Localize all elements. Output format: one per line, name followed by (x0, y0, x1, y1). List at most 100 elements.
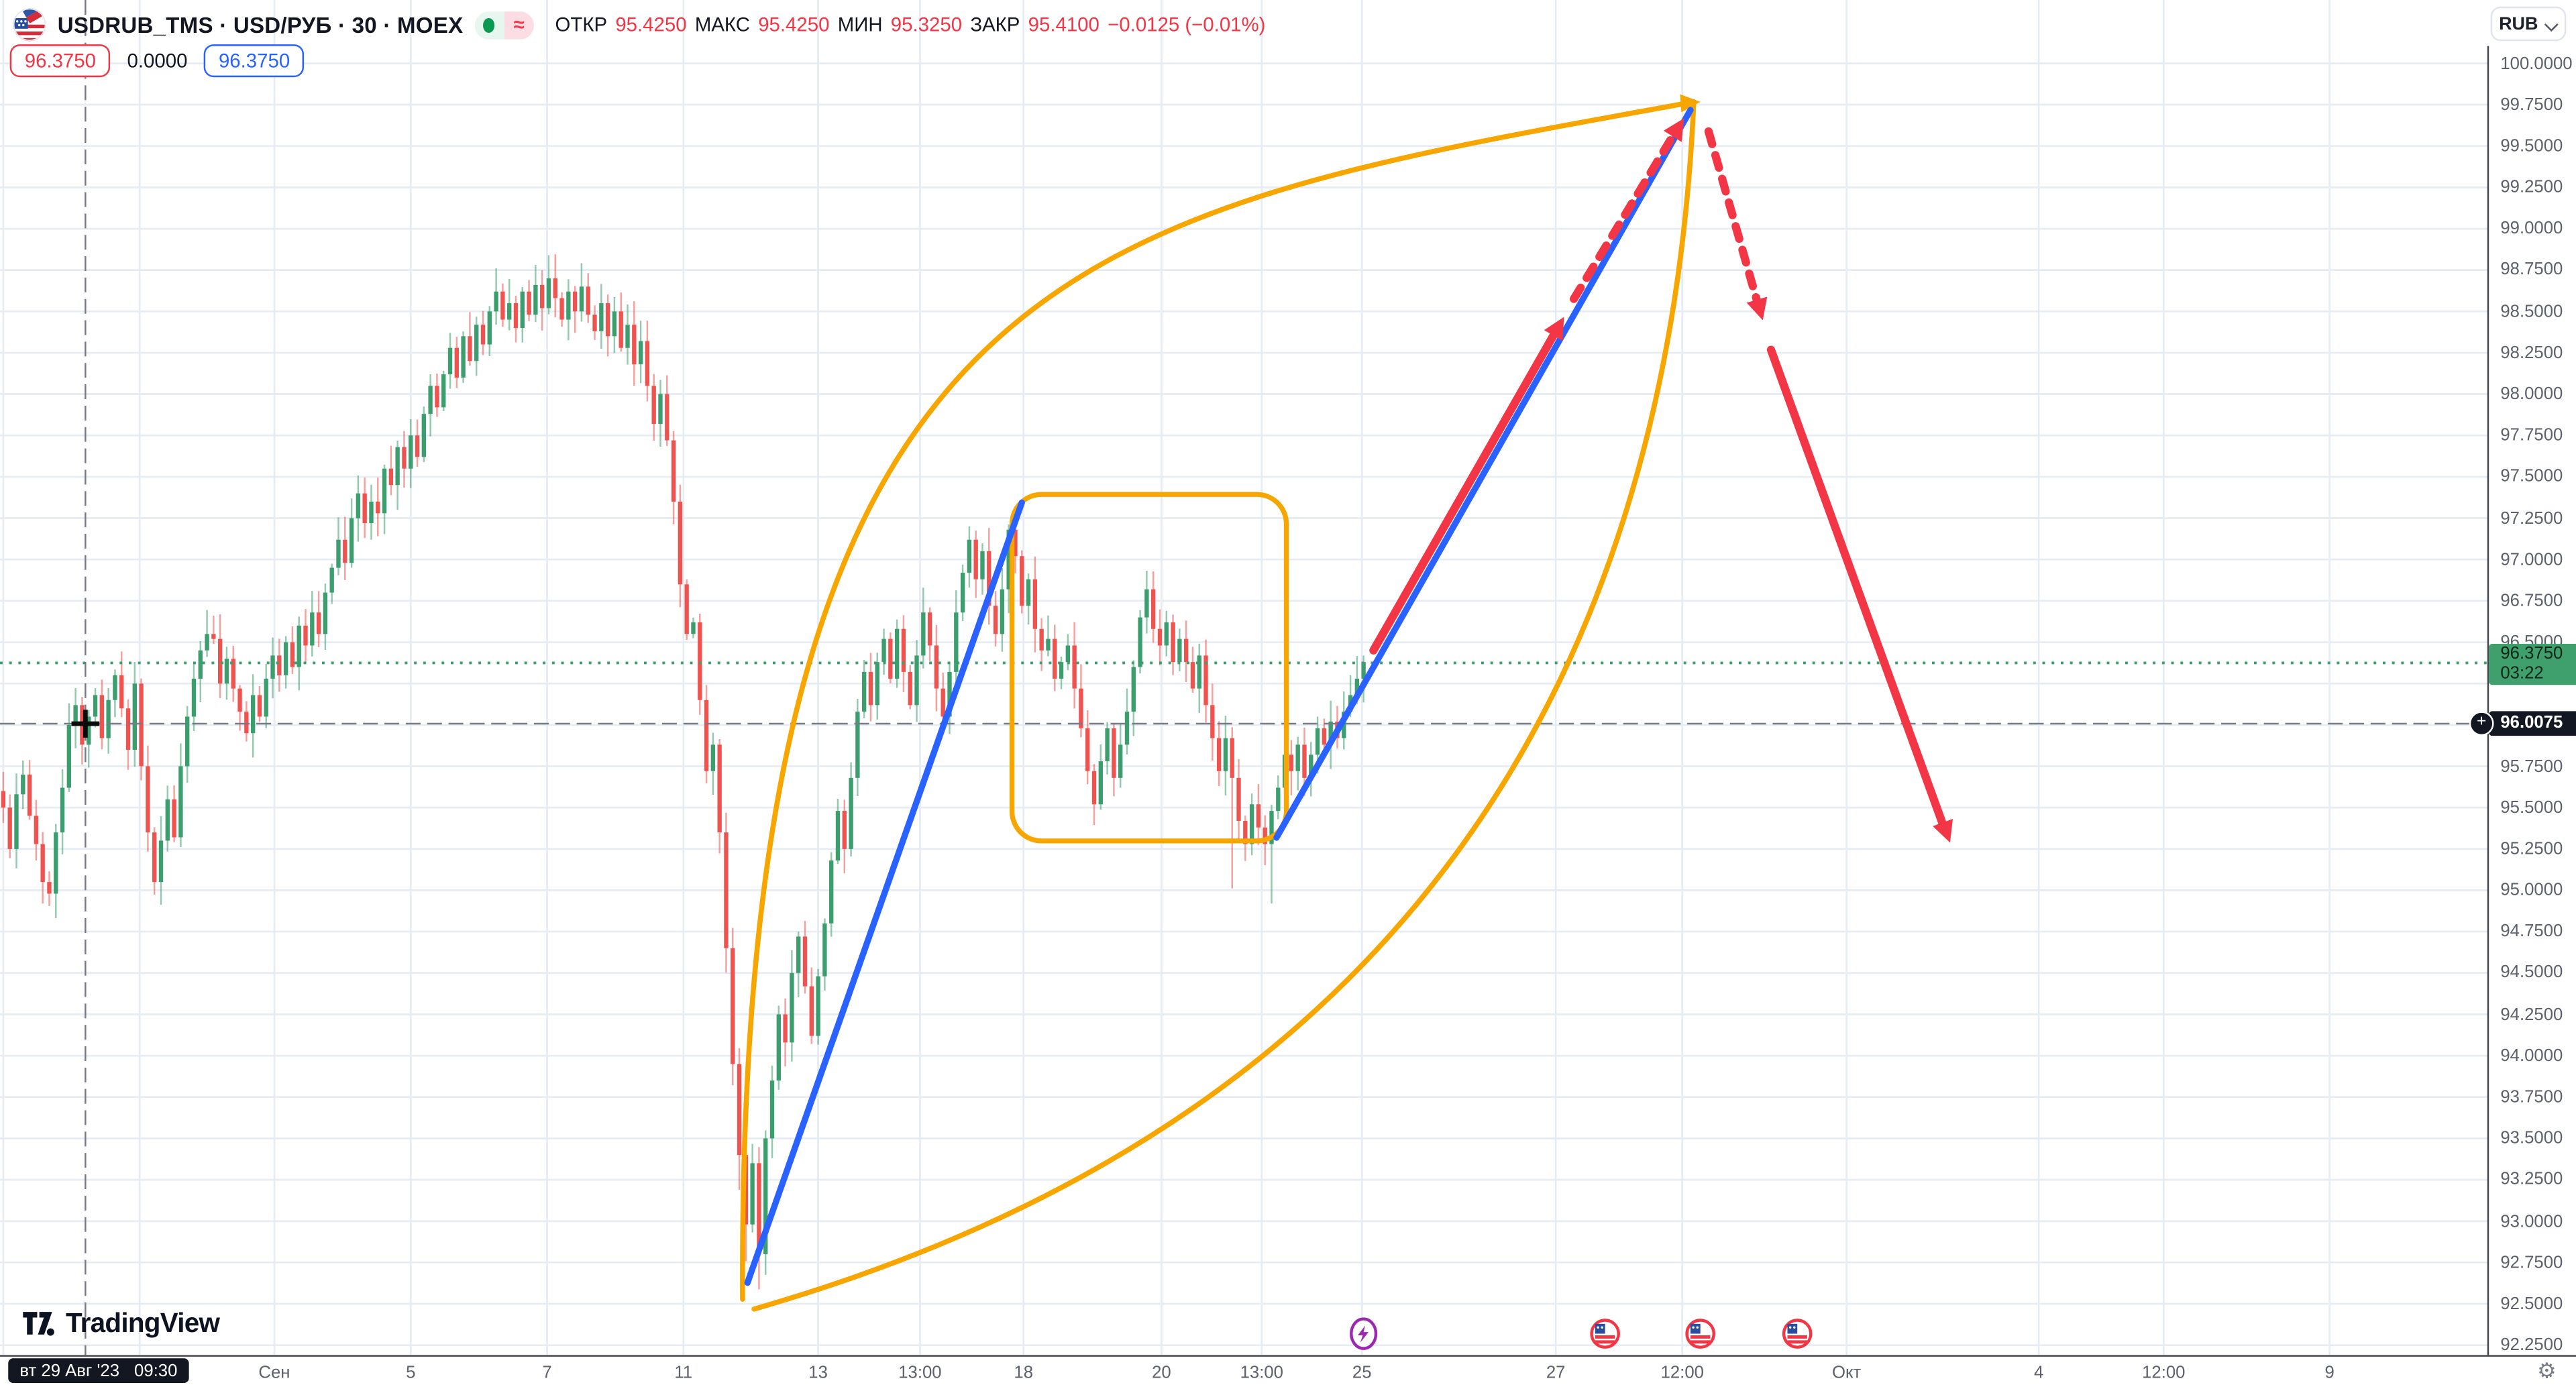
candle-body (257, 695, 262, 717)
price-tick-label: 99.7500 (2500, 95, 2563, 115)
candle-body (146, 766, 150, 833)
high-label: МАКС (694, 13, 750, 36)
time-tick-label: 9 (2324, 1363, 2334, 1384)
candle-body (960, 572, 965, 613)
time-tick-label: 27 (1546, 1363, 1566, 1384)
flag-stripe (1595, 1335, 1615, 1339)
flag-star (1793, 1326, 1796, 1329)
candle-body (66, 724, 72, 788)
candle-body (684, 584, 689, 634)
sell-price-button[interactable]: 96.3750 (9, 44, 111, 78)
candle-body (724, 832, 729, 948)
candle-body (310, 612, 315, 646)
candle-body (579, 286, 584, 312)
candle-body (822, 923, 827, 976)
candle-body (369, 501, 374, 524)
candle-body (1295, 744, 1300, 771)
open-label: ОТКР (555, 13, 608, 36)
candle-body (435, 386, 439, 408)
candle-body (158, 840, 164, 883)
candle-body (185, 716, 190, 767)
time-tick-label: 13:00 (898, 1363, 942, 1384)
price-tick-label: 99.0000 (2500, 219, 2563, 239)
candle-body (60, 787, 65, 833)
candle-body (474, 325, 479, 361)
candle-body (224, 659, 229, 684)
candle-body (520, 291, 525, 329)
candle-body (1032, 579, 1038, 629)
price-axis[interactable]: 96.3750 03:22 96.0075 100.0000 99.7500 99.… (2489, 0, 2576, 1355)
symbol-title[interactable]: USDRUB_TMS · USD/РУБ · 30 · MOEX (57, 12, 464, 38)
market-status-pill[interactable]: ≈ (474, 10, 534, 39)
close-label: ЗАКР (970, 13, 1020, 36)
candle-body (698, 622, 702, 700)
candle-body (1144, 589, 1149, 618)
candle-body (1249, 804, 1254, 844)
chart-canvas[interactable] (0, 0, 2489, 1355)
red-up-solid-arrow-line (1369, 324, 1562, 655)
candle-body (382, 468, 387, 514)
candle-body (1203, 655, 1208, 706)
tradingview-logo[interactable]: TradingView (21, 1309, 220, 1341)
candle-body (1354, 678, 1360, 695)
candle-body (980, 551, 985, 579)
candle-body (409, 435, 413, 469)
candle-body (888, 638, 893, 679)
candle-body (829, 860, 834, 924)
price-tick-label: 98.2500 (2500, 343, 2563, 363)
candle-body (211, 634, 216, 639)
candle-body (205, 634, 209, 651)
candle-body (993, 606, 998, 634)
flag-canton (1787, 1323, 1798, 1334)
chevron-down-icon (2546, 18, 2558, 30)
candle-body (1131, 667, 1136, 712)
candle-body (717, 744, 722, 833)
time-tick-label: 18 (1014, 1363, 1034, 1384)
candle-body (1276, 787, 1281, 812)
price-tick-label: 93.0000 (2500, 1211, 2563, 1231)
ohlc-readout: ОТКР 95.4250 МАКС 95.4250 МИН 95.3250 ЗАКР 9… (555, 13, 1266, 36)
candle-body (914, 655, 919, 706)
candle-body (842, 811, 847, 849)
candle-body (139, 683, 144, 767)
flag-canton (1690, 1323, 1701, 1334)
candle-body (14, 794, 19, 849)
red-down-dashed-arrowhead-icon (1746, 296, 1768, 321)
time-tick-label: 13:00 (1240, 1363, 1283, 1384)
candle-body (1079, 688, 1083, 728)
candle-body (152, 832, 157, 883)
candle-body (494, 291, 498, 312)
buy-price-button[interactable]: 96.3750 (203, 44, 305, 78)
price-tick-label: 93.7500 (2500, 1086, 2563, 1107)
candle-body (855, 712, 860, 778)
candle-body (172, 799, 176, 838)
candle-body (1177, 638, 1182, 663)
time-axis[interactable]: вт 29 Авг '23 09:30 ⚙ Сен 5 7 11 13 13:00 18 20… (0, 1355, 2576, 1395)
red-down-solid-arrow-line (1766, 345, 1948, 830)
candle-body (1230, 738, 1234, 778)
candle-body (119, 675, 124, 709)
candle-body (559, 298, 564, 320)
candle-body (376, 501, 380, 514)
candle-body (645, 341, 650, 386)
flag-stripe (1690, 1340, 1711, 1344)
candle-body (395, 447, 400, 486)
candle-body (731, 948, 735, 1064)
price-scale-currency-button[interactable]: RUB (2490, 6, 2567, 42)
candle-body (769, 1080, 775, 1139)
price-tick-label: 94.0000 (2500, 1046, 2563, 1066)
lens-lower-arc (751, 99, 1697, 1312)
price-tick-label: 97.5000 (2500, 467, 2563, 487)
candle-body (776, 1014, 782, 1081)
candle-body (316, 612, 321, 634)
add-alert-plus-button[interactable]: + (2469, 711, 2494, 736)
tooltip-date: вт 29 Авг '23 (19, 1360, 120, 1381)
candle-body (217, 638, 223, 684)
time-tick-label: Окт (1831, 1363, 1862, 1384)
candle-body (1197, 655, 1201, 689)
time-axis-settings-gear-icon[interactable]: ⚙ (2537, 1358, 2557, 1384)
candle-body (1289, 755, 1294, 771)
consolidation-box (1009, 492, 1289, 844)
candle-body (967, 539, 972, 573)
candle-body (1151, 589, 1156, 629)
